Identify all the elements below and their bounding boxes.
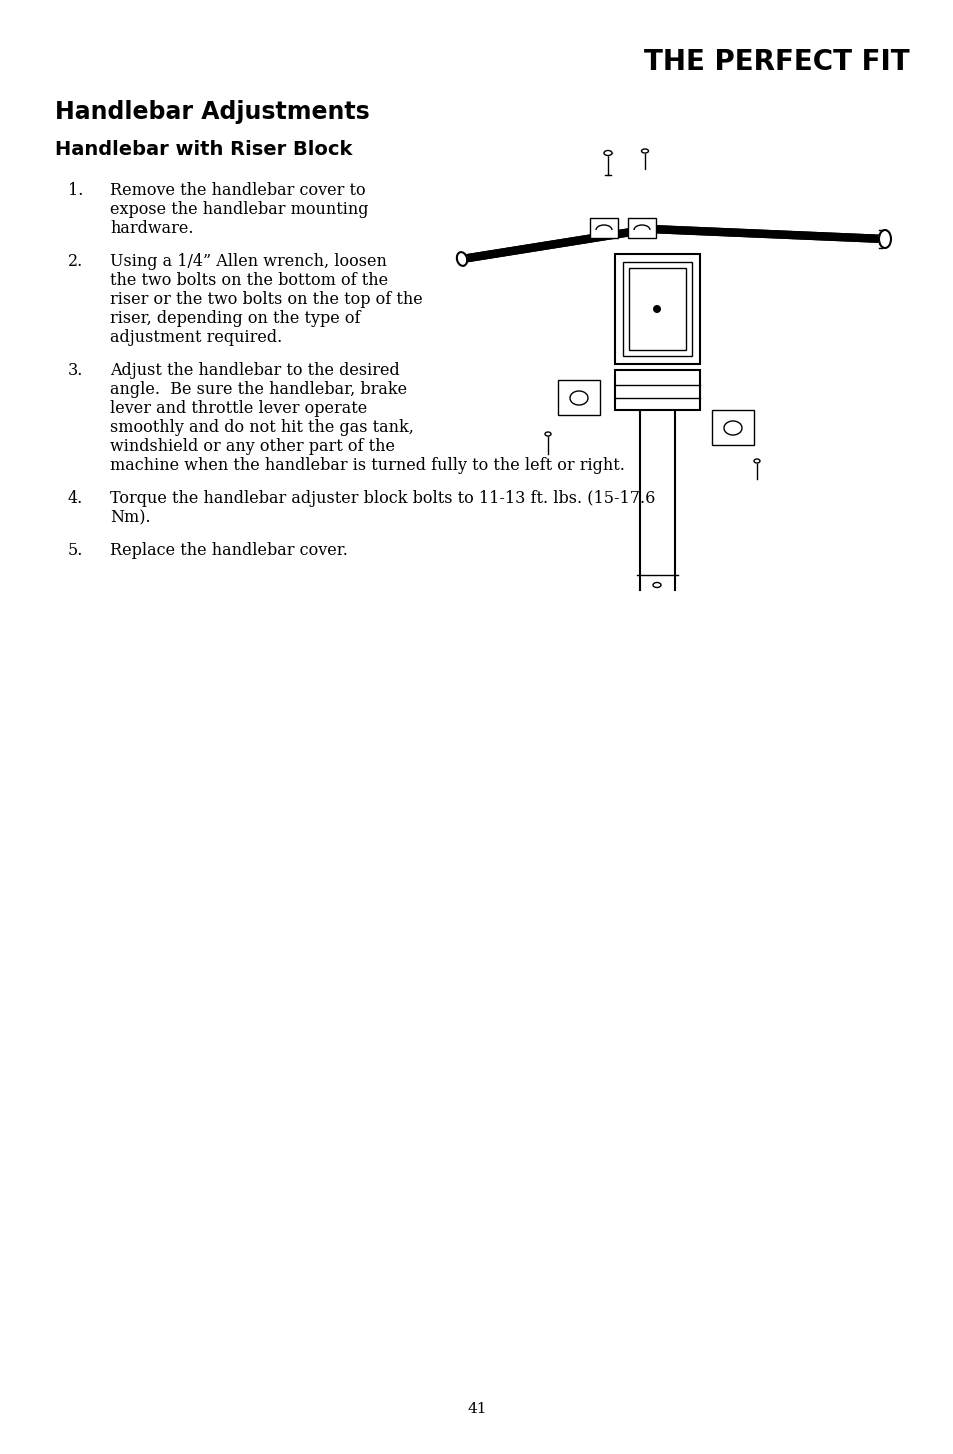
Text: adjustment required.: adjustment required. bbox=[110, 329, 282, 346]
Text: 3.: 3. bbox=[68, 362, 83, 379]
Bar bbox=[711, 410, 753, 445]
Text: machine when the handlebar is turned fully to the left or right.: machine when the handlebar is turned ful… bbox=[110, 457, 624, 474]
Text: THE PERFECT FIT: THE PERFECT FIT bbox=[643, 48, 909, 76]
Text: windshield or any other part of the: windshield or any other part of the bbox=[110, 438, 395, 455]
Ellipse shape bbox=[878, 230, 890, 249]
Text: smoothly and do not hit the gas tank,: smoothly and do not hit the gas tank, bbox=[110, 419, 414, 436]
Bar bbox=[589, 218, 618, 238]
Text: the two bolts on the bottom of the: the two bolts on the bottom of the bbox=[110, 272, 388, 289]
Bar bbox=[615, 369, 700, 410]
Text: expose the handlebar mounting: expose the handlebar mounting bbox=[110, 201, 368, 218]
Text: 41: 41 bbox=[467, 1402, 486, 1416]
Ellipse shape bbox=[640, 148, 648, 153]
Text: hardware.: hardware. bbox=[110, 220, 193, 237]
Ellipse shape bbox=[544, 432, 551, 436]
Text: Handlebar Adjustments: Handlebar Adjustments bbox=[55, 100, 370, 124]
Ellipse shape bbox=[652, 583, 660, 587]
Text: Handlebar with Riser Block: Handlebar with Riser Block bbox=[55, 140, 352, 158]
Bar bbox=[615, 254, 700, 364]
Text: Replace the handlebar cover.: Replace the handlebar cover. bbox=[110, 542, 348, 558]
Text: Using a 1/4” Allen wrench, loosen: Using a 1/4” Allen wrench, loosen bbox=[110, 253, 387, 270]
Bar bbox=[558, 379, 599, 414]
Text: Torque the handlebar adjuster block bolts to 11-13 ft. lbs. (15-17.6: Torque the handlebar adjuster block bolt… bbox=[110, 490, 655, 507]
Text: Nm).: Nm). bbox=[110, 509, 151, 526]
Text: 5.: 5. bbox=[68, 542, 83, 558]
Text: riser or the two bolts on the top of the: riser or the two bolts on the top of the bbox=[110, 291, 422, 308]
Bar bbox=[628, 268, 685, 350]
Text: 4.: 4. bbox=[68, 490, 83, 507]
Text: Adjust the handlebar to the desired: Adjust the handlebar to the desired bbox=[110, 362, 399, 379]
Bar bbox=[627, 218, 656, 238]
Text: Remove the handlebar cover to: Remove the handlebar cover to bbox=[110, 182, 365, 199]
Text: riser, depending on the type of: riser, depending on the type of bbox=[110, 310, 360, 327]
Text: 2.: 2. bbox=[68, 253, 83, 270]
Ellipse shape bbox=[603, 151, 612, 156]
Bar bbox=[622, 262, 691, 356]
Text: angle.  Be sure the handlebar, brake: angle. Be sure the handlebar, brake bbox=[110, 381, 407, 398]
Text: lever and throttle lever operate: lever and throttle lever operate bbox=[110, 400, 367, 417]
Text: 1.: 1. bbox=[68, 182, 83, 199]
Ellipse shape bbox=[456, 252, 467, 266]
Circle shape bbox=[652, 305, 660, 313]
Ellipse shape bbox=[753, 459, 760, 462]
